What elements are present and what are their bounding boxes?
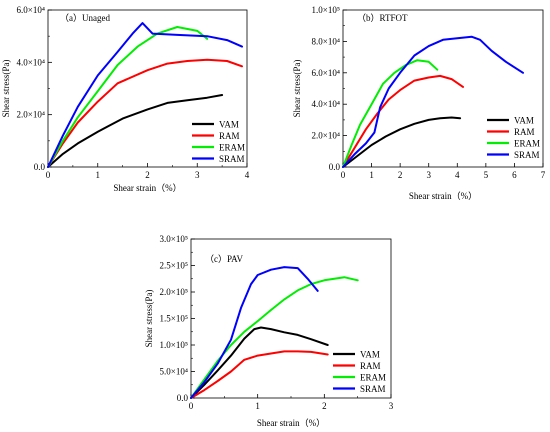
y-tick-label: 6.0×10⁴ (312, 68, 340, 78)
y-tick-label: 2.5×10⁵ (160, 261, 188, 271)
y-tick-label: 8.0×10⁴ (312, 36, 340, 46)
chart-panel-pav: 0 1 2 3 0.0 5.0×10⁴ 1.0×10⁵ 1.5×10⁵ 2.0×10⁵ 2.5×1… (144, 234, 394, 428)
legend-label-ram: RAM (219, 131, 240, 141)
x-tick-label: 1 (96, 170, 101, 180)
panel-title: （c）PAV (205, 254, 244, 264)
legend-label-eram: ERAM (219, 143, 245, 153)
legend-label-sram: SRAM (514, 150, 540, 160)
series-line-vam (190, 326, 329, 399)
x-tick-label: 2 (322, 401, 327, 411)
chart-panel-rtfot: 0 1 2 3 4 5 6 7 0.0 2.0×10⁴ 4.0×10⁴ 6.0×10⁴ 8.0×10⁴ 1… (292, 5, 546, 201)
legend-label-vam: VAM (360, 350, 380, 360)
y-tick-label: 2.0×10⁴ (17, 110, 45, 120)
series-line-ram (47, 58, 243, 168)
y-tick-label: 4.0×10⁴ (17, 57, 45, 67)
legend-label-sram: SRAM (360, 384, 386, 394)
x-tick-label: 3 (426, 170, 431, 180)
y-axis-title: Shear stress(Pa) (292, 60, 302, 118)
x-tick-label: 4 (245, 170, 250, 180)
x-tick-label: 0 (341, 170, 346, 180)
x-tick-label: 2 (145, 170, 150, 180)
x-tick-label: 1 (369, 170, 374, 180)
y-tick-label: 1.0×10⁵ (312, 5, 340, 15)
legend-label-vam: VAM (219, 120, 239, 130)
series-line-eram (190, 276, 359, 399)
y-tick-label: 2.0×10⁵ (160, 287, 188, 297)
y-tick-label: 3.0×10⁵ (160, 234, 188, 244)
panel-title: （a）Unaged (60, 13, 110, 23)
y-tick-label: 5.0×10⁴ (160, 367, 188, 377)
y-tick-label: 4.0×10⁴ (312, 99, 340, 109)
legend-label-sram: SRAM (219, 154, 245, 164)
series-line-vam (47, 94, 224, 168)
series-line-eram (47, 26, 209, 168)
x-tick-label: 3 (389, 401, 394, 411)
series-line-sram (190, 266, 319, 399)
legend-label-ram: RAM (514, 127, 535, 137)
y-tick-label: 1.5×10⁵ (160, 314, 188, 324)
series-line-ram (342, 74, 464, 168)
x-axis-title: Shear strain（%） (409, 191, 477, 201)
x-axis-title: Shear strain（%） (113, 183, 181, 193)
series-line-sram (342, 35, 524, 168)
series-line-ram (190, 350, 329, 399)
x-tick-label: 7 (541, 170, 546, 180)
y-tick-label: 2.0×10⁴ (312, 131, 340, 141)
legend-label-eram: ERAM (360, 373, 386, 383)
x-tick-label: 1 (255, 401, 260, 411)
y-tick-label: 1.0×10⁵ (160, 340, 188, 350)
legend-label-ram: RAM (360, 361, 381, 371)
x-tick-label: 5 (484, 170, 489, 180)
x-tick-label: 2 (398, 170, 403, 180)
x-tick-label: 6 (512, 170, 517, 180)
panel-title: （b）RTFOT (357, 13, 408, 23)
legend-label-vam: VAM (514, 116, 534, 126)
y-tick-label: 0.0 (177, 393, 189, 403)
x-tick-label: 3 (195, 170, 200, 180)
x-tick-label: 0 (46, 170, 51, 180)
x-tick-label: 0 (189, 401, 194, 411)
legend-label-eram: ERAM (514, 139, 540, 149)
series-line-sram (47, 22, 243, 168)
series-line-eram (342, 59, 439, 168)
y-axis-title: Shear stress(Pa) (144, 290, 154, 348)
y-tick-label: 0.0 (34, 162, 46, 172)
x-tick-label: 4 (455, 170, 460, 180)
series-line-vam (342, 116, 462, 168)
y-tick-label: 0.0 (329, 162, 341, 172)
chart-panel-unaged: 0 1 2 3 4 0.0 2.0×10⁴ 4.0×10⁴ 6.0×10⁴ （a）Unaged Sh… (1, 5, 250, 193)
y-axis-title: Shear stress(Pa) (1, 60, 11, 118)
x-axis-title: Shear strain（%） (257, 418, 325, 428)
y-tick-label: 6.0×10⁴ (17, 5, 45, 15)
